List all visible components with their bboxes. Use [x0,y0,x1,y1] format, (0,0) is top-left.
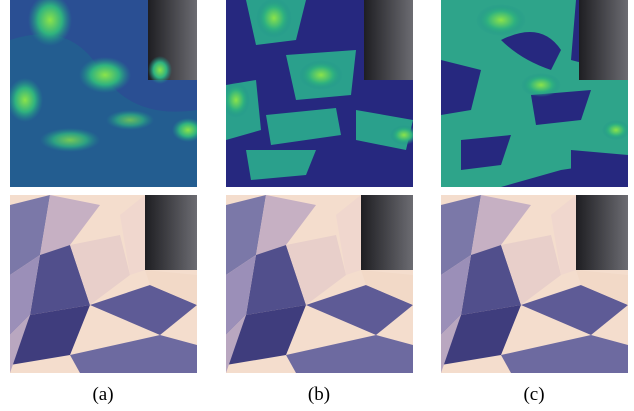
panel-c-mesh [441,195,628,373]
panel-label: (b) [308,384,330,405]
panel-b-mesh [226,195,413,373]
panel-b-heatmap [222,0,418,187]
figure: (a) (b) (c) [0,0,634,411]
panel-a-mesh [10,195,197,373]
panel-label: (a) [92,384,113,405]
panel-label: (c) [523,384,544,405]
panel-c-heatmap [441,0,630,187]
page: (a) (b) (c) (() => { const data = JSON.p… [0,0,634,411]
panel-a-heatmap [7,0,204,187]
